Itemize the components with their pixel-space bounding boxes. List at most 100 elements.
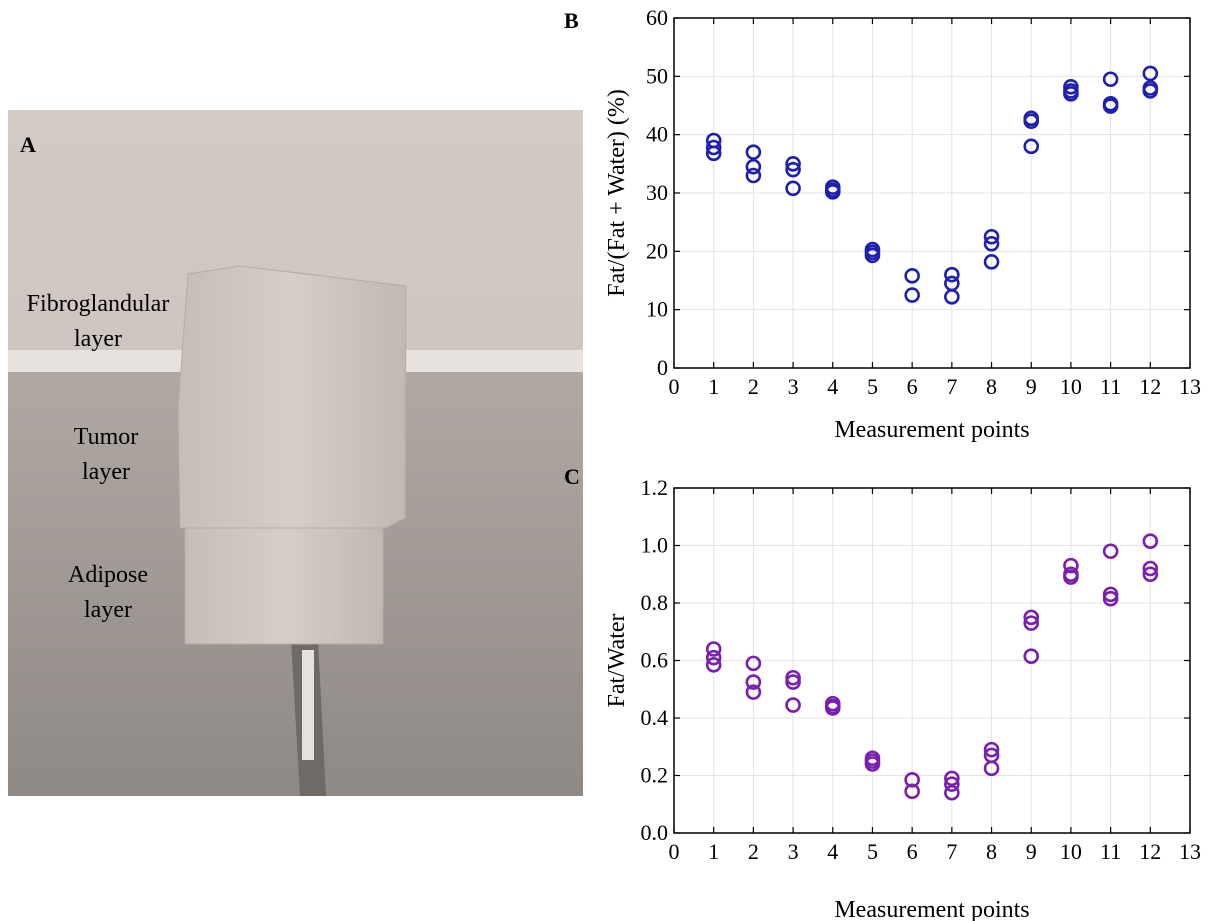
photo-label-fibroglandular-line1: Fibroglandular	[27, 291, 170, 317]
x-axis-label: Measurement points	[834, 417, 1029, 443]
data-point	[785, 156, 801, 172]
data-point	[904, 268, 920, 284]
chart-fat-fraction: 0 1 2 3 4 5 6 7 8 9 10 11 12 130102030405060Measureme…	[564, 5, 1201, 443]
y-tick-label: 0.0	[641, 820, 669, 845]
data-point	[785, 161, 801, 178]
data-point	[705, 641, 722, 657]
x-tick-label: 12	[1139, 839, 1161, 864]
x-tick-label: 0	[669, 839, 680, 864]
data-point	[824, 700, 841, 716]
data-point	[1102, 543, 1119, 560]
x-tick-label: 5	[867, 839, 878, 864]
panel-label: C	[564, 464, 580, 489]
x-tick-label: 7	[946, 839, 957, 864]
x-tick-label: 11	[1100, 374, 1121, 399]
y-tick-label: 20	[646, 238, 668, 263]
x-tick-label: 8	[986, 839, 997, 864]
data-point	[745, 158, 762, 175]
x-tick-label: 13	[1179, 374, 1201, 399]
y-tick-label: 60	[646, 5, 668, 30]
data-point	[983, 760, 1000, 777]
data-point	[785, 674, 801, 690]
x-tick-label: 8	[986, 374, 997, 399]
data-point	[785, 669, 801, 686]
chart-fat-water-ratio: 0 1 2 3 4 5 6 7 8 9 10 11 12 130.00.20.40.60.81.01.2M…	[564, 464, 1201, 921]
x-tick-label: 2	[748, 839, 759, 864]
photo-label-adipose-line2: layer	[84, 597, 132, 623]
data-point	[1023, 609, 1040, 626]
data-point	[1023, 648, 1040, 664]
x-tick-label: 6	[907, 839, 918, 864]
x-tick-label: 6	[907, 374, 918, 399]
y-tick-label: 10	[646, 297, 668, 322]
phantom-upper-block	[177, 265, 407, 529]
data-point	[983, 254, 1000, 270]
y-axis-label: Fat/(Fat + Water) (%)	[604, 89, 630, 297]
x-tick-label: 9	[1026, 839, 1037, 864]
data-point	[785, 180, 801, 197]
x-tick-label: 1	[708, 374, 719, 399]
y-tick-label: 0.6	[641, 648, 669, 673]
y-tick-label: 40	[646, 122, 668, 147]
data-point	[864, 247, 881, 264]
y-tick-label: 0.8	[641, 590, 669, 615]
y-tick-label: 30	[646, 180, 668, 205]
x-tick-label: 10	[1060, 839, 1082, 864]
photo-label-tumor-line2: layer	[82, 459, 130, 485]
x-tick-label: 9	[1026, 374, 1037, 399]
data-point	[745, 684, 762, 700]
data-point	[1142, 65, 1159, 82]
y-tick-label: 0.4	[641, 705, 669, 730]
phantom-adipose-block	[184, 523, 384, 645]
data-point	[944, 266, 960, 283]
x-tick-label: 4	[827, 374, 838, 399]
x-tick-label: 1	[708, 839, 719, 864]
x-tick-label: 0	[669, 374, 680, 399]
data-point	[1102, 586, 1119, 603]
panel-label: B	[564, 8, 579, 33]
x-tick-label: 5	[867, 374, 878, 399]
photo-label-fibroglandular-line2: layer	[74, 326, 122, 352]
data-point	[904, 287, 920, 303]
data-point	[1063, 569, 1079, 585]
x-tick-label: 11	[1100, 839, 1121, 864]
x-tick-label: 13	[1179, 839, 1201, 864]
x-tick-label: 3	[788, 374, 799, 399]
data-point	[904, 772, 920, 788]
data-point	[1063, 557, 1079, 574]
data-point	[1023, 113, 1040, 130]
y-tick-label: 50	[646, 63, 668, 88]
x-tick-label: 12	[1139, 374, 1161, 399]
data-point	[944, 289, 960, 305]
data-point	[745, 674, 762, 690]
x-tick-label: 2	[748, 374, 759, 399]
data-point	[705, 145, 722, 162]
data-point	[1142, 566, 1159, 583]
data-point	[864, 756, 881, 772]
data-point	[983, 741, 1000, 758]
photo-slot-marker	[302, 650, 314, 760]
y-tick-label: 1.2	[641, 475, 669, 500]
y-tick-label: 1.0	[641, 533, 669, 558]
y-axis-label: Fat/Water	[604, 613, 630, 707]
photo-label-tumor-line1: Tumor	[74, 424, 138, 450]
x-tick-label: 3	[788, 839, 799, 864]
data-point	[904, 783, 920, 800]
data-point	[1023, 615, 1040, 631]
data-point	[983, 228, 1000, 245]
data-point	[944, 784, 960, 801]
x-tick-label: 4	[827, 839, 838, 864]
phantom-photo: A Fibroglandular layer Tumor layer Adipo…	[8, 110, 583, 796]
x-tick-label: 10	[1060, 374, 1082, 399]
data-point	[785, 697, 801, 713]
data-point	[745, 655, 762, 672]
data-point	[824, 184, 841, 200]
data-point	[745, 144, 762, 160]
data-point	[705, 649, 722, 666]
data-point	[1142, 533, 1159, 549]
y-tick-label: 0.2	[641, 763, 669, 788]
data-point	[944, 776, 960, 792]
data-point	[705, 657, 722, 673]
data-point	[745, 167, 762, 184]
x-axis-label: Measurement points	[834, 897, 1029, 921]
